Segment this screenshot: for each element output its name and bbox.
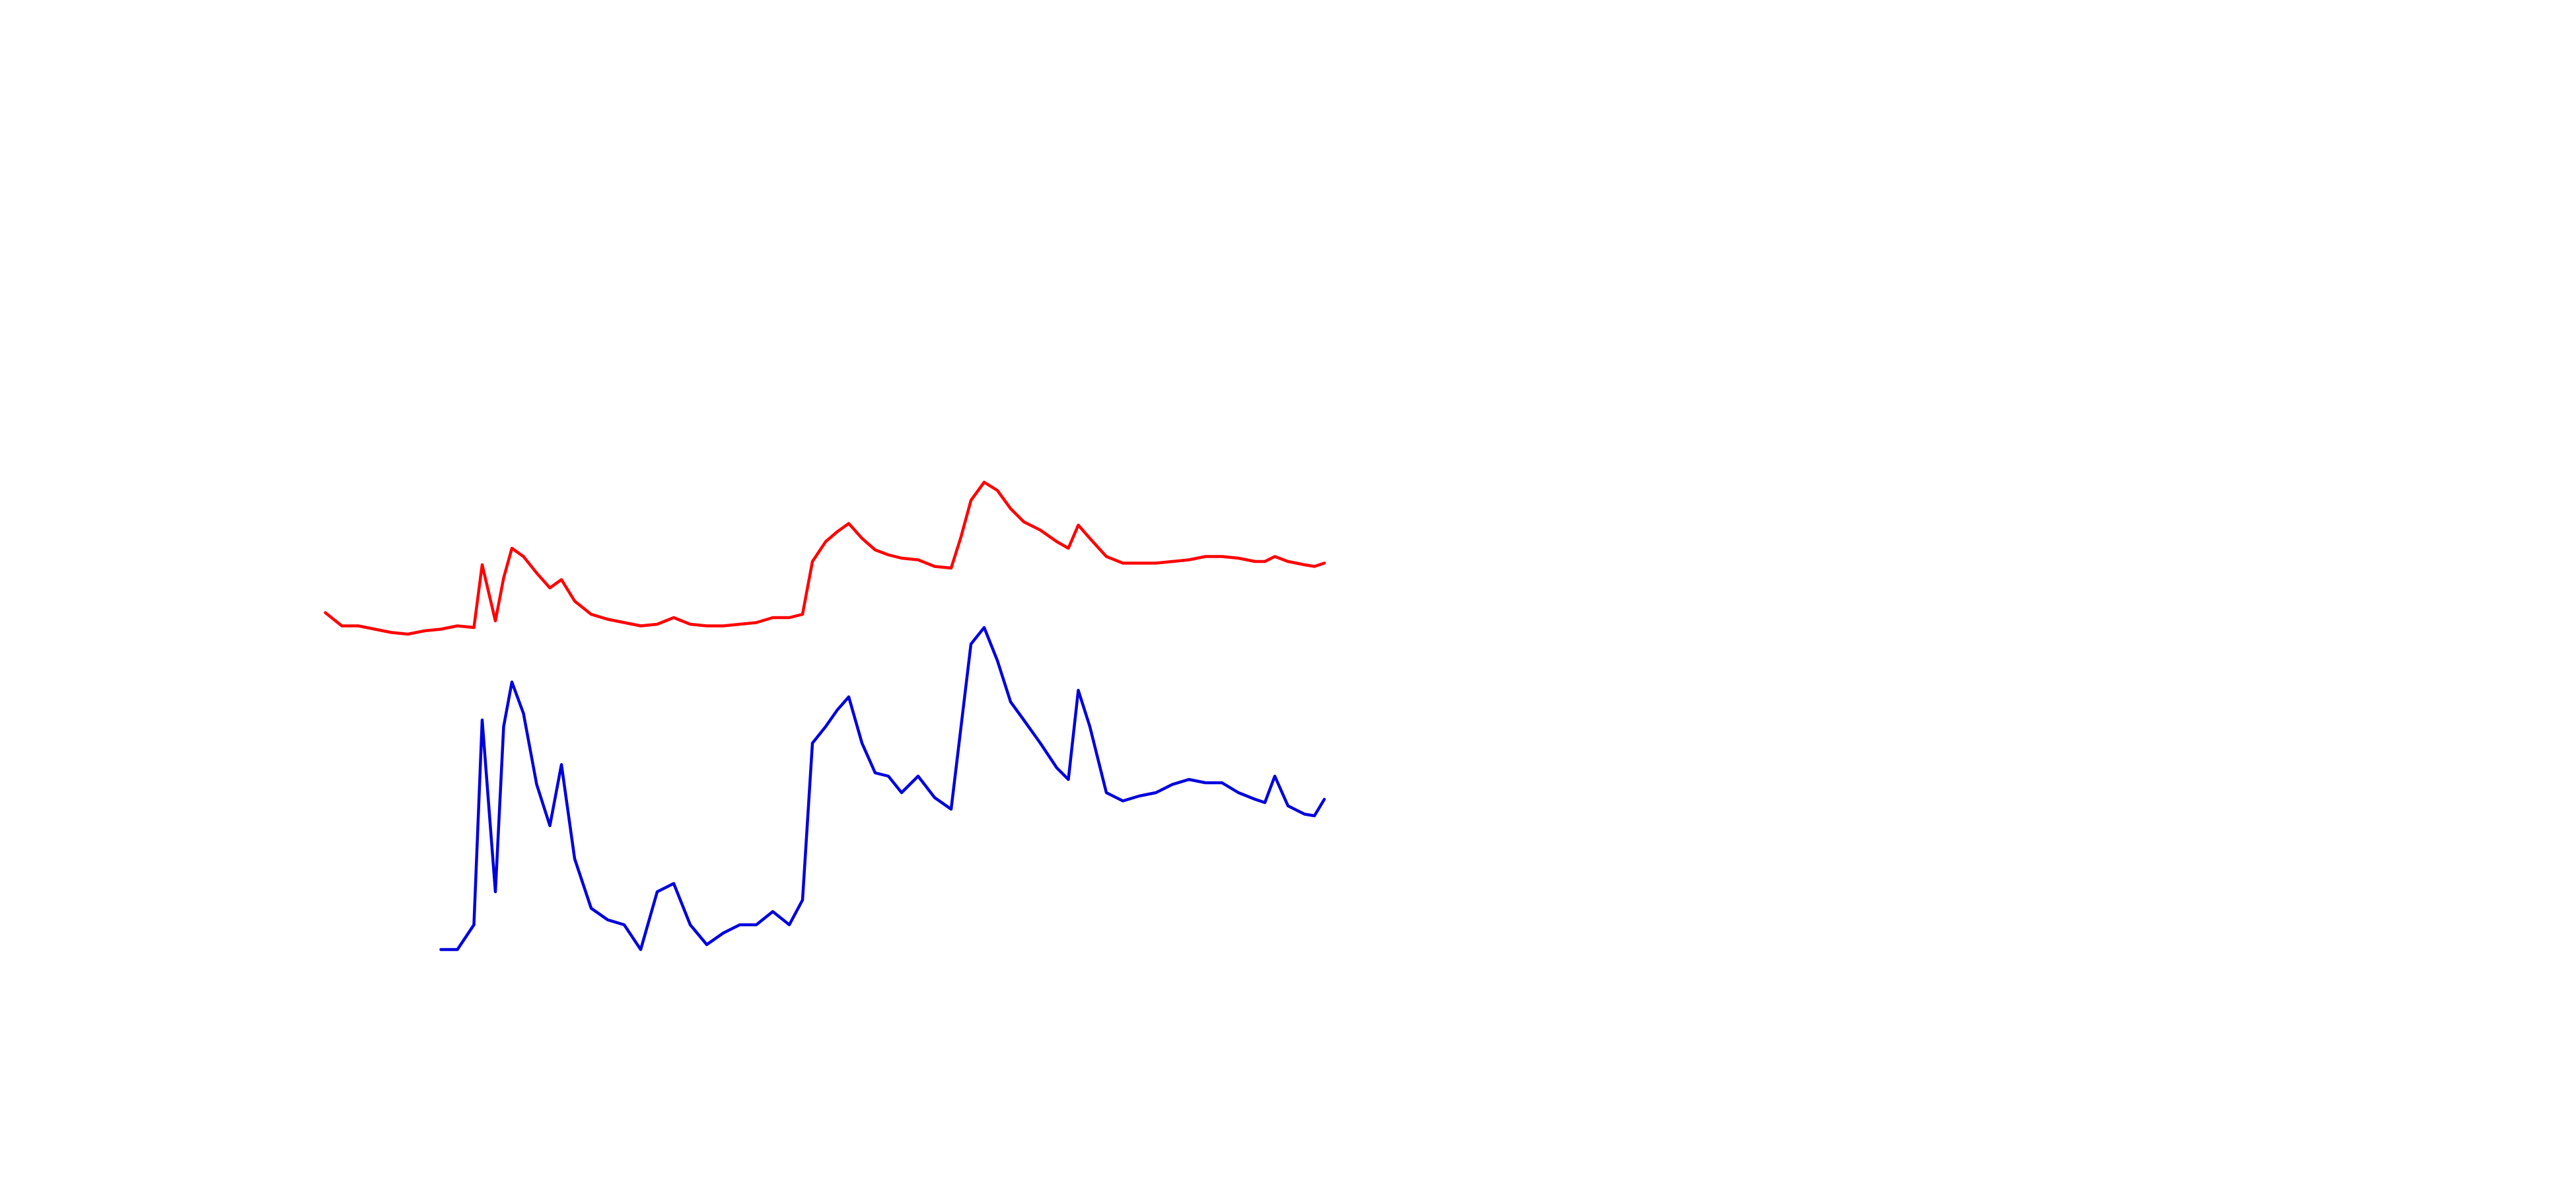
line-series — [439, 626, 1326, 951]
line-series — [324, 480, 1326, 636]
